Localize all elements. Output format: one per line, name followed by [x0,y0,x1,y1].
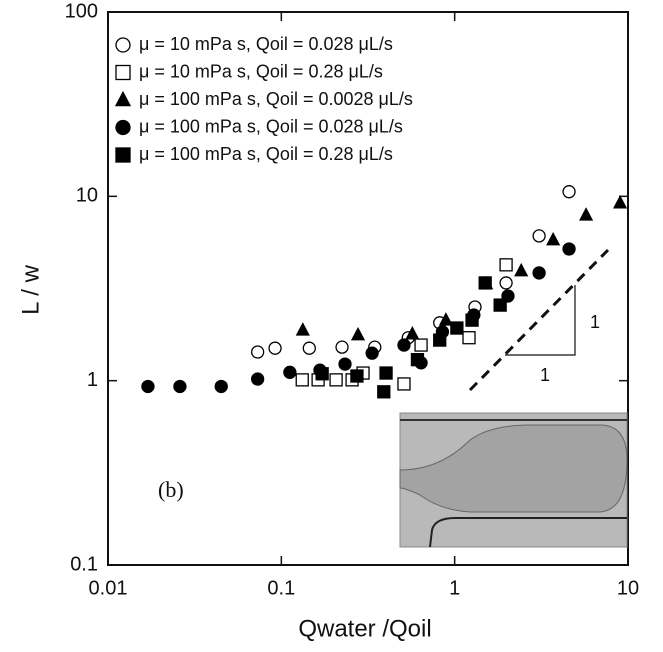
inset-image [399,412,628,548]
point [338,357,352,371]
point [562,185,576,199]
point [397,377,411,391]
point [579,207,594,221]
legend-marker [115,64,131,81]
point [405,326,420,340]
x-tick-label: 0.1 [267,577,295,599]
channel-wall [429,517,627,548]
point [315,367,329,381]
point [546,231,561,246]
point [365,346,379,360]
point [283,365,297,379]
legend-label: μ = 10 mPa s, Qoil = 0.028 μL/s [139,34,393,54]
point [465,313,479,327]
plot-frame [107,11,629,566]
y-tick-label: 1 [87,369,98,391]
legend-marker [115,37,131,53]
point [562,242,576,256]
x-tick-label: 0.01 [89,577,128,599]
point [377,385,391,399]
point [350,369,364,383]
point [250,372,265,386]
point [397,338,411,352]
point [335,340,349,354]
point [478,276,492,290]
legend-marker [114,90,132,107]
legend-label: μ = 100 mPa s, Qoil = 0.0028 μL/s [139,89,413,109]
x-tick-label: 10 [617,577,639,599]
x-axis-label: Qwater /Qoil [298,615,431,642]
point [302,341,316,355]
y-tick-label: 100 [65,0,98,22]
panel-label: (b) [158,477,184,502]
point [329,373,343,387]
legend-marker [115,147,131,163]
x-tick-label: 1 [449,577,460,599]
point [532,229,546,243]
point [214,379,228,394]
point [295,373,309,387]
point [414,338,428,352]
legend-label: μ = 100 mPa s, Qoil = 0.28 μL/s [139,144,393,164]
point [438,312,453,326]
point [499,258,513,272]
point [268,341,282,355]
slope-label: 1 [540,365,550,385]
point [450,321,464,335]
legend-marker [115,119,131,136]
y-tick-label: 0.1 [70,553,98,575]
point [499,276,513,290]
point [141,379,155,394]
point [462,331,476,345]
y-tick-label: 10 [76,185,98,207]
point [379,366,393,380]
point [410,353,425,367]
legend-label: μ = 100 mPa s, Qoil = 0.028 μL/s [139,116,403,136]
point [433,333,447,347]
legend-label: μ = 10 mPa s, Qoil = 0.28 μL/s [139,61,383,81]
slope-triangle [468,248,610,392]
point [350,326,366,341]
slope-label: 1 [590,312,600,332]
point [493,298,507,312]
point [295,322,310,336]
point [532,266,546,280]
y-axis-label: L / w [17,264,44,314]
slope-guide [505,285,576,356]
point [514,262,529,277]
point [173,379,187,394]
point [250,345,265,359]
droplet [399,424,628,513]
point [612,195,628,209]
